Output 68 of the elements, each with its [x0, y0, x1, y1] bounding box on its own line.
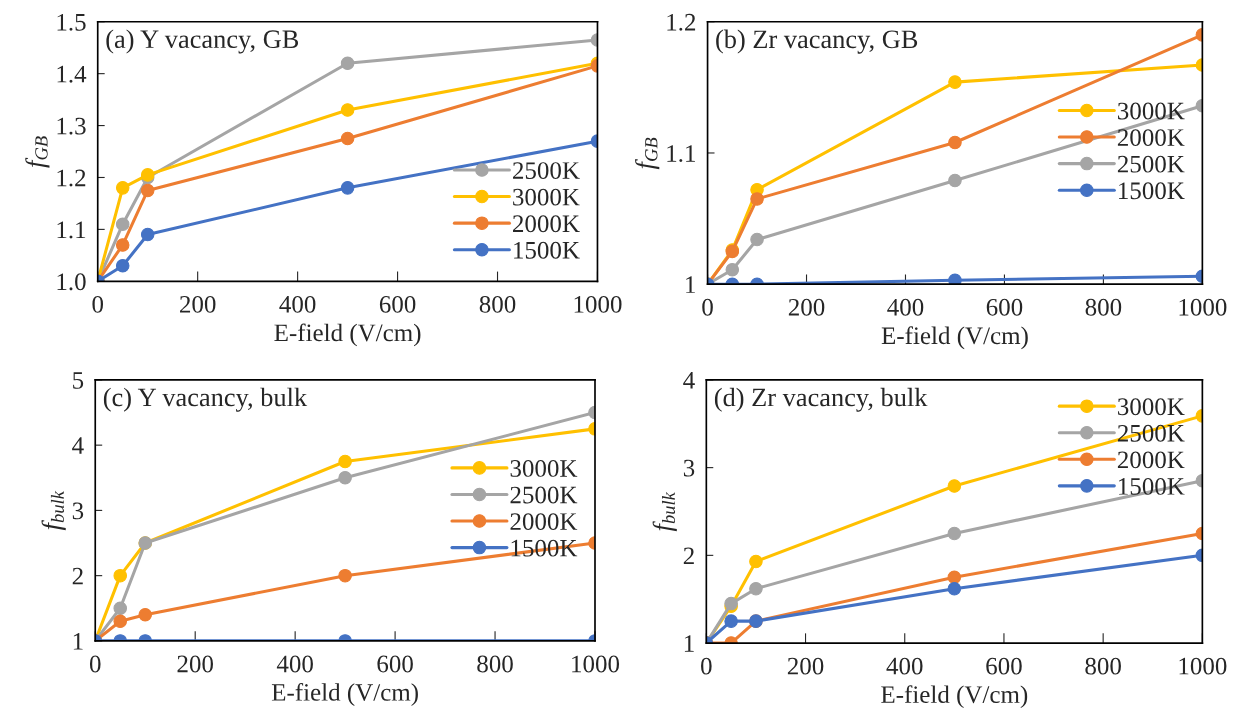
chart-title: (b) Zr vacancy, GB	[716, 29, 918, 54]
x-tick-label: 0	[702, 298, 713, 316]
legend-label: 3000K	[1118, 102, 1185, 120]
x-tick-label: 200	[180, 295, 216, 313]
chart-title: (c) Y vacancy, bulk	[103, 387, 308, 412]
legend-label: 2000K	[513, 215, 580, 233]
x-tick-label: 200	[788, 298, 825, 316]
y-tick-label: 1.1	[57, 221, 86, 239]
y-tick-label: 1.5	[57, 13, 86, 31]
x-tick-label: 0	[92, 295, 104, 313]
y-tick-label: 1.4	[57, 65, 87, 83]
y-tick-label: 1.2	[57, 169, 86, 187]
y-tick-label: 1	[73, 633, 83, 650]
y-tick-label: 1.0	[57, 273, 86, 291]
y-tick-label: 1	[684, 635, 694, 652]
chart-title: (d) Zr vacancy, bulk	[714, 387, 928, 412]
legend-label: 2000K	[1117, 451, 1185, 469]
y-axis-title: f$_{GB}$	[635, 137, 660, 170]
x-tick-label: 0	[701, 657, 712, 675]
x-tick-label: 800	[1085, 298, 1122, 316]
x-axis-title: E-field (V/cm)	[271, 683, 418, 706]
y-tick-label: 1.1	[667, 145, 695, 162]
y-tick-label: 1.2	[667, 13, 696, 31]
legend-label: 1500K	[1119, 182, 1185, 200]
x-tick-label: 0	[89, 655, 101, 673]
y-tick-label: 5	[73, 372, 84, 389]
legend-label: 2000K	[510, 513, 578, 531]
x-tick-label: 1000	[1179, 298, 1227, 316]
x-tick-label: 600	[986, 657, 1022, 675]
x-tick-label: 400	[279, 295, 316, 313]
x-axis-title: E-field (V/cm)	[881, 685, 1028, 709]
y-tick-label: 4	[683, 372, 695, 389]
chart-title: (a) Y vacancy, GB	[106, 29, 299, 54]
x-tick-label: 400	[887, 298, 924, 316]
y-axis-title: f$_{bulk}$	[41, 490, 66, 531]
y-tick-label: 3	[683, 459, 695, 477]
x-tick-label: 800	[1085, 657, 1121, 675]
x-tick-label: 600	[377, 655, 413, 673]
legend-label: 3000K	[513, 188, 580, 206]
x-tick-label: 600	[986, 298, 1023, 316]
legend-label: 1500K	[1119, 478, 1185, 495]
y-axis-title: f$_{bulk}$	[652, 491, 677, 532]
legend-label: 3000K	[1118, 398, 1185, 416]
legend-label: 2500K	[1117, 155, 1185, 173]
x-tick-label: 400	[886, 657, 923, 675]
y-axis-title: f$_{GB}$	[25, 136, 50, 168]
y-tick-label: 4	[72, 437, 84, 454]
y-tick-label: 2	[683, 547, 694, 565]
x-tick-label: 200	[177, 655, 213, 673]
legend-label: 2500K	[513, 162, 580, 179]
x-tick-label: 1000	[574, 295, 622, 313]
x-tick-label: 400	[276, 655, 313, 673]
x-axis-title: E-field (V/cm)	[274, 323, 421, 347]
y-tick-label: 3	[72, 502, 84, 520]
x-axis-title: E-field (V/cm)	[881, 326, 1028, 350]
legend-label: 3000K	[510, 460, 578, 477]
x-tick-label: 800	[477, 655, 513, 673]
y-tick-label: 2	[72, 567, 83, 585]
x-tick-label: 200	[787, 657, 824, 675]
x-tick-label: 1000	[572, 655, 620, 673]
y-tick-label: 1	[686, 276, 695, 293]
y-tick-label: 1.3	[57, 117, 86, 135]
x-tick-label: 800	[479, 295, 516, 313]
legend-label: 2500K	[510, 486, 578, 504]
x-tick-label: 1000	[1179, 657, 1227, 675]
legend-label: 1500K	[514, 241, 580, 259]
x-tick-label: 600	[379, 295, 416, 313]
legend-label: 2000K	[1117, 129, 1185, 147]
